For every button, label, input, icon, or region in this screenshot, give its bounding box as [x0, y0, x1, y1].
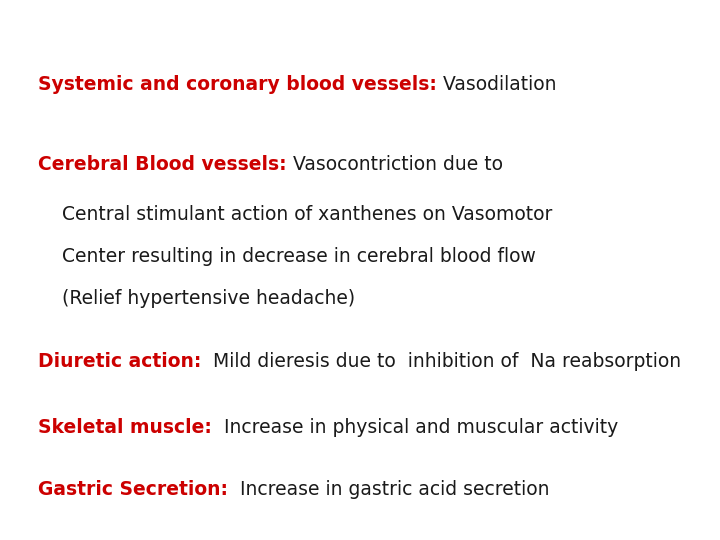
Text: Mild dieresis due to  inhibition of  Na reabsorption: Mild dieresis due to inhibition of Na re… — [202, 352, 682, 371]
Text: Increase in physical and muscular activity: Increase in physical and muscular activi… — [212, 418, 618, 437]
Text: Increase in gastric acid secretion: Increase in gastric acid secretion — [228, 480, 549, 499]
Text: Cerebral Blood vessels:: Cerebral Blood vessels: — [38, 155, 287, 174]
Text: Gastric Secretion:: Gastric Secretion: — [38, 480, 228, 499]
Text: Center resulting in decrease in cerebral blood flow: Center resulting in decrease in cerebral… — [38, 247, 536, 266]
Text: Skeletal muscle:: Skeletal muscle: — [38, 418, 212, 437]
Text: Vasodilation: Vasodilation — [437, 75, 557, 94]
Text: Central stimulant action of xanthenes on Vasomotor: Central stimulant action of xanthenes on… — [38, 205, 552, 224]
Text: Vasocontriction due to: Vasocontriction due to — [287, 155, 503, 174]
Text: Diuretic action:: Diuretic action: — [38, 352, 202, 371]
Text: Systemic and coronary blood vessels:: Systemic and coronary blood vessels: — [38, 75, 437, 94]
Text: (Relief hypertensive headache): (Relief hypertensive headache) — [38, 289, 355, 308]
